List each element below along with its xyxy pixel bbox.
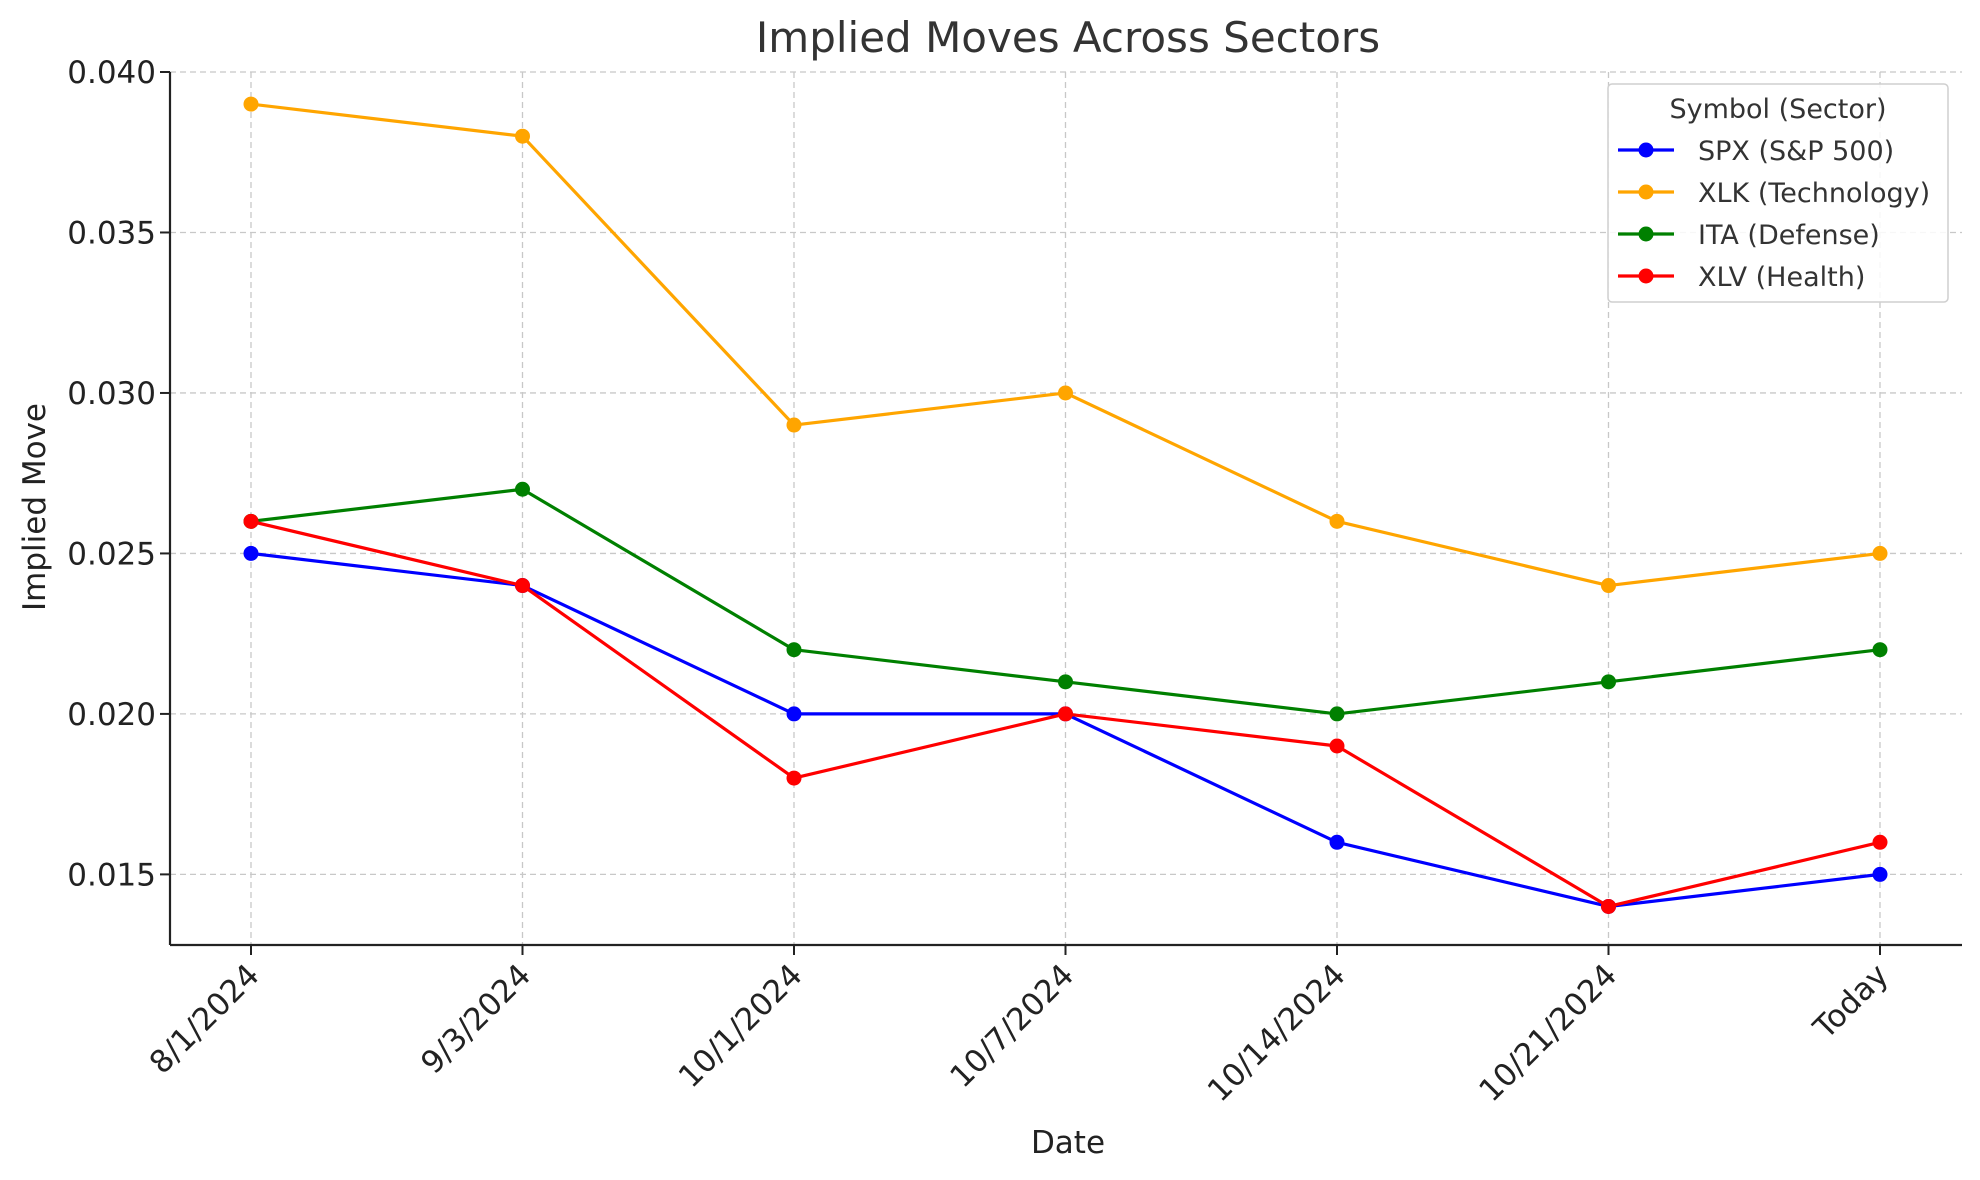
legend-swatch-marker xyxy=(1638,142,1654,158)
legend-label: ITA (Defense) xyxy=(1698,220,1880,251)
series-spx xyxy=(243,545,1888,914)
data-point-xlv xyxy=(1329,738,1345,754)
x-axis-ticks: 8/1/2024 9/3/2024 10/1/2024 10/7/2024 10/14/… xyxy=(143,945,1896,1109)
y-tick-label: 0.040 xyxy=(67,55,156,91)
data-point-xlk xyxy=(786,417,802,433)
x-tick-label: 8/1/2024 xyxy=(143,957,267,1081)
data-point-xlk xyxy=(243,96,259,112)
legend-item-xlk: XLK (Technology) xyxy=(1618,178,1930,209)
data-point-xlk xyxy=(1872,545,1888,561)
legend-label: XLV (Health) xyxy=(1698,262,1865,293)
legend-swatch-marker xyxy=(1638,184,1654,200)
data-point-spx xyxy=(1329,834,1345,850)
legend-item-spx: SPX (S&P 500) xyxy=(1618,136,1894,167)
y-tick-label: 0.020 xyxy=(67,697,156,733)
legend-item-xlv: XLV (Health) xyxy=(1618,262,1865,293)
series-xlk xyxy=(243,96,1888,594)
data-point-xlk xyxy=(515,128,530,144)
data-point-xlk xyxy=(1601,578,1616,594)
legend-label: XLK (Technology) xyxy=(1698,178,1930,209)
x-axis-label: Date xyxy=(1031,1125,1105,1161)
data-point-spx xyxy=(243,545,259,561)
data-point-xlk xyxy=(1329,513,1345,529)
data-point-ita xyxy=(1329,706,1345,722)
x-tick-label: 10/7/2024 xyxy=(943,957,1081,1095)
y-tick-label: 0.030 xyxy=(67,376,156,412)
data-point-xlk xyxy=(1058,385,1073,401)
series-ita xyxy=(243,481,1888,722)
legend: Symbol (Sector) SPX (S&P 500) XLK (Technol… xyxy=(1607,83,1949,303)
series xyxy=(243,96,1888,914)
legend-swatch-marker xyxy=(1638,226,1654,242)
x-tick-label: 10/21/2024 xyxy=(1472,957,1624,1109)
data-point-ita xyxy=(1872,642,1888,658)
legend-title: Symbol (Sector) xyxy=(1669,94,1886,125)
data-point-xlv xyxy=(1872,834,1888,850)
y-tick-label: 0.035 xyxy=(67,215,156,251)
data-point-spx xyxy=(1872,866,1888,882)
legend-swatch-marker xyxy=(1638,268,1654,284)
chart-title: Implied Moves Across Sectors xyxy=(756,13,1380,62)
data-point-xlv xyxy=(243,513,259,529)
legend-box xyxy=(1607,83,1949,303)
x-tick-label: 9/3/2024 xyxy=(414,957,538,1081)
y-tick-label: 0.025 xyxy=(67,536,156,572)
data-point-ita xyxy=(786,642,802,658)
data-point-xlv xyxy=(1601,898,1616,914)
x-tick-label: Today xyxy=(1806,957,1896,1047)
y-axis-label: Implied Move xyxy=(17,403,53,611)
data-point-ita xyxy=(515,481,530,497)
y-tick-label: 0.015 xyxy=(67,857,156,893)
legend-label: SPX (S&P 500) xyxy=(1698,136,1894,167)
data-point-ita xyxy=(1601,674,1616,690)
legend-item-ita: ITA (Defense) xyxy=(1618,220,1880,251)
y-axis-ticks: 0.015 0.020 0.025 0.030 0.035 0.040 xyxy=(67,55,170,893)
x-tick-label: 10/1/2024 xyxy=(672,957,810,1095)
data-point-xlv xyxy=(786,770,802,786)
data-point-xlv xyxy=(515,578,530,594)
data-point-ita xyxy=(1058,674,1073,690)
series-xlv xyxy=(243,513,1888,914)
data-point-spx xyxy=(786,706,802,722)
x-tick-label: 10/14/2024 xyxy=(1201,957,1353,1109)
data-point-xlv xyxy=(1058,706,1073,722)
